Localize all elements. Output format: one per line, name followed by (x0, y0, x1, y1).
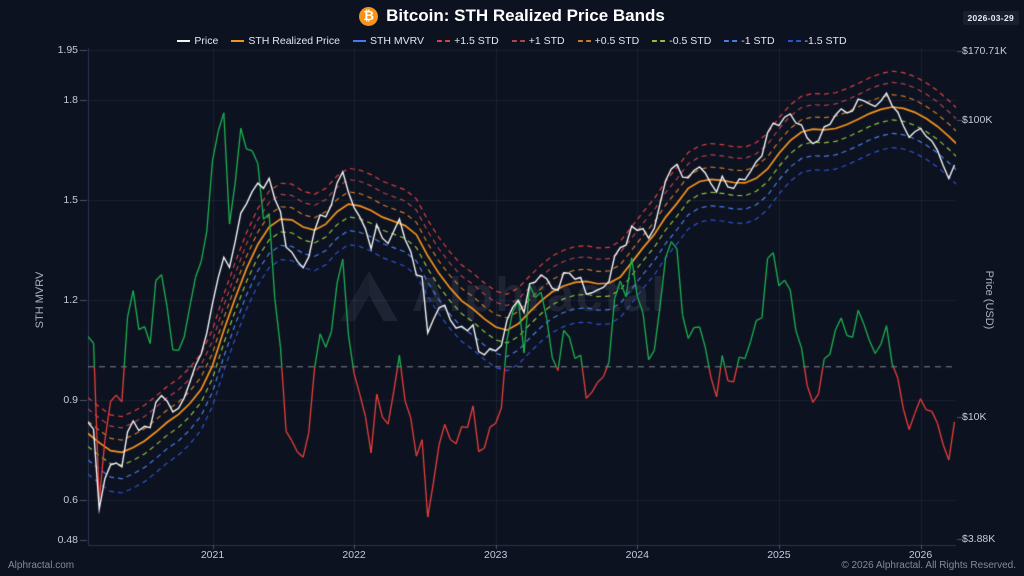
legend-label: STH Realized Price (248, 35, 340, 47)
legend-item-1-5-std[interactable]: -1.5 STD (787, 35, 847, 47)
legend-label: +1.5 STD (454, 35, 499, 47)
left-axis-tick-label: 1.2 (63, 294, 78, 306)
x-axis-tick-label: 2025 (767, 549, 791, 561)
left-axis-tick-label: 1.8 (63, 93, 78, 106)
x-axis-tick-label: 2022 (342, 549, 366, 561)
legend-item-1-std[interactable]: -1 STD (724, 35, 775, 47)
left-axis-tick-label: 0.6 (63, 494, 78, 507)
legend-marker-1-std (724, 40, 738, 42)
legend-label: -1 STD (741, 35, 775, 47)
legend-item-1-std[interactable]: +1 STD (511, 35, 565, 47)
legend-marker-1-std (511, 40, 525, 42)
legend-item-1-5-std[interactable]: +1.5 STD (437, 35, 499, 47)
right-axis-tick-label: $10K (962, 411, 987, 423)
bitcoin-icon: ₿ (359, 6, 379, 26)
legend: Price STH Realized Price STH MVRV +1.5 STD +… (0, 35, 1024, 47)
x-axis-tick-label: 2026 (908, 549, 933, 561)
right-axis-tick-label: $170.71K (962, 45, 1007, 58)
left-axis-title: STH MVRV (34, 271, 46, 329)
left-axis-tick-label: 0.48 (57, 534, 78, 547)
left-axis-tick-label: 0.9 (63, 394, 78, 407)
date-badge: 2026-03-29 (962, 11, 1019, 25)
page-title: Bitcoin: STH Realized Price Bands (386, 6, 665, 25)
x-axis-tick-label: 2023 (484, 549, 508, 561)
left-axis-tick-label: 1.5 (63, 193, 78, 206)
legend-item-price[interactable]: Price (177, 35, 218, 47)
left-axis-tick-label: 1.95 (57, 43, 78, 56)
legend-marker-1-5-std (437, 40, 451, 42)
legend-item-0-5-std[interactable]: -0.5 STD (652, 35, 711, 47)
right-axis-tick-label: $3.88K (962, 533, 996, 546)
footer-site-link[interactable]: Alphractal.com (8, 560, 75, 571)
legend-marker-price (177, 40, 191, 42)
legend-label: STH MVRV (369, 35, 425, 47)
x-axis-tick-label: 2021 (200, 549, 225, 561)
x-axis-tick-label: 2024 (625, 549, 649, 561)
legend-marker-0-5-std (652, 40, 666, 42)
legend-marker-1-5-std (787, 40, 801, 42)
legend-marker-0-5-std (577, 40, 591, 42)
footer-copyright: © 2026 Alphractal. All Rights Reserved. (841, 560, 1016, 571)
legend-label: +1 STD (528, 35, 565, 47)
legend-item-sth-realized-price[interactable]: STH Realized Price (231, 35, 340, 47)
legend-marker-sth-realized-price (231, 40, 245, 42)
legend-label: -0.5 STD (669, 35, 712, 47)
legend-item-sth-mvrv[interactable]: STH MVRV (352, 35, 425, 47)
legend-label: Price (194, 35, 219, 47)
right-axis-title: Price (USD) (983, 270, 995, 330)
legend-item-0-5-std[interactable]: +0.5 STD (577, 35, 640, 47)
chart-header: ₿ Bitcoin: STH Realized Price Bands (0, 6, 1024, 26)
legend-marker-sth-mvrv (352, 40, 366, 42)
legend-label: -1.5 STD (804, 35, 847, 47)
right-axis-tick-label: $100K (962, 114, 993, 126)
legend-label: +0.5 STD (594, 35, 640, 47)
